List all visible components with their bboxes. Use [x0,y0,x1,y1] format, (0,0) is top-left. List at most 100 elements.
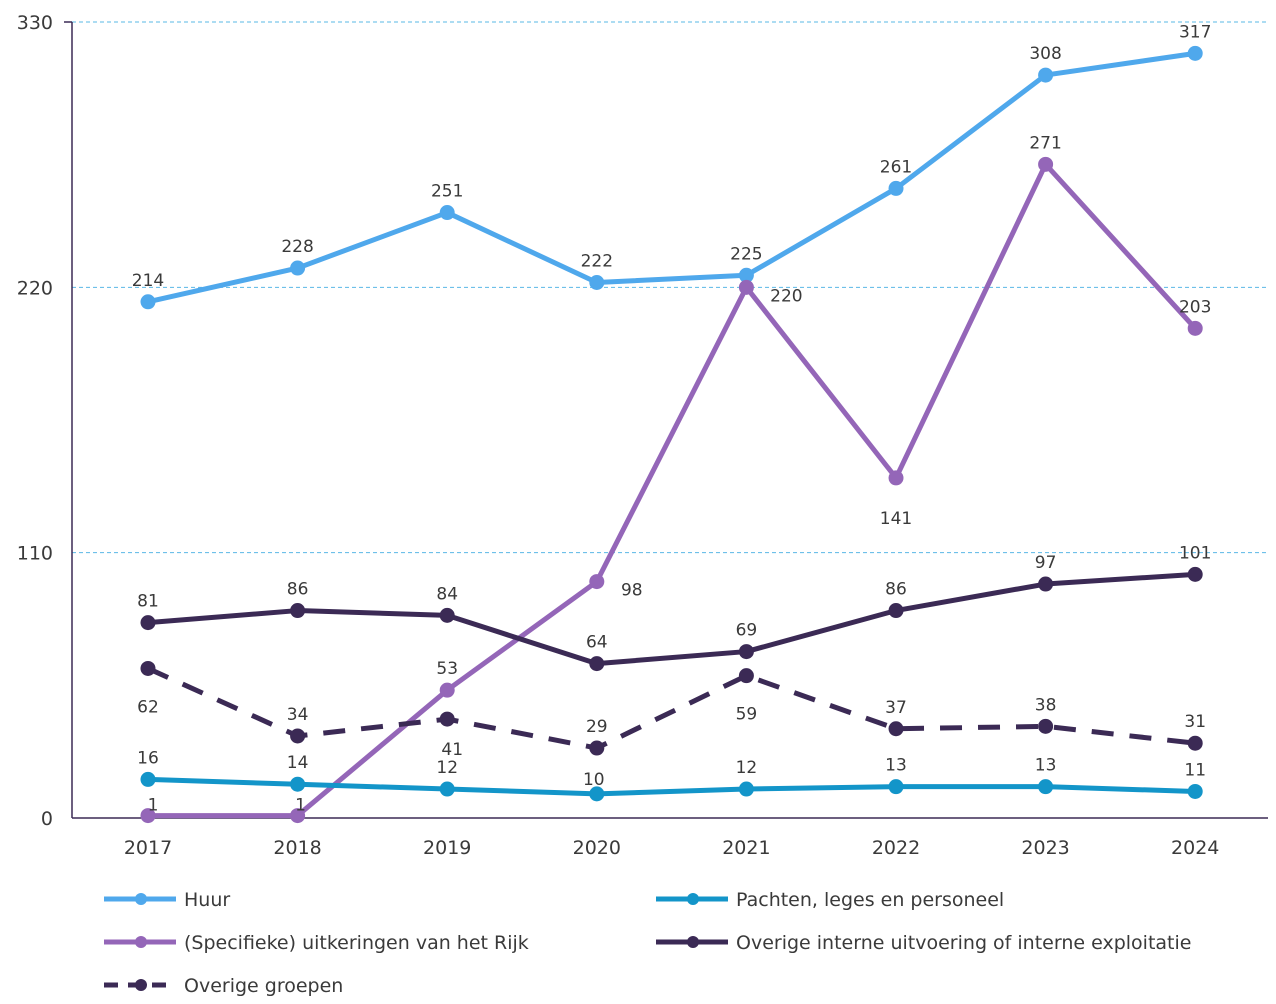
legend-label-2: Overige groepen [184,975,343,997]
data-label-s3-2019: 12 [436,758,458,778]
data-label-s3-2022: 13 [885,756,907,776]
data-label-s2-2018: 34 [287,705,309,725]
data-label-s1-2022: 141 [880,509,912,529]
y-tick-label-330: 330 [17,12,53,34]
data-label-s0-2024: 317 [1179,22,1211,42]
y-tick-label-220: 220 [17,277,53,299]
grid-lines [72,21,1268,554]
data-point-s4-2017 [140,615,156,631]
data-point-s3-2021 [738,781,754,797]
data-point-s4-2024 [1187,566,1203,582]
series-line-0 [145,50,1198,305]
legend-swatch-dot-0 [135,893,147,905]
series-line-3 [145,776,1198,797]
data-point-s1-2023 [1038,156,1054,172]
legend-label-3: Pachten, leges en personeel [736,889,1004,911]
data-label-s3-2023: 13 [1035,756,1057,776]
data-label-s2-2020: 29 [586,717,608,737]
data-point-s2-2022 [888,721,904,737]
data-point-s0-2020 [589,275,605,291]
data-label-s4-2019: 84 [436,584,458,604]
data-label-s0-2021: 225 [730,244,762,264]
data-point-s2-2017 [140,660,156,676]
data-point-s3-2018 [290,776,306,792]
data-point-s2-2018 [290,728,306,744]
data-point-s3-2019 [439,781,455,797]
data-label-s3-2021: 12 [736,758,758,778]
y-tick-label-110: 110 [17,543,53,565]
data-point-s0-2017 [140,294,156,310]
series-points [140,45,1203,824]
legend-swatch-dot-4 [687,936,699,948]
x-tick-label-2018: 2018 [273,837,321,859]
data-label-s3-2024: 11 [1184,760,1206,780]
data-label-s2-2022: 37 [885,698,907,718]
data-label-s4-2022: 86 [885,580,907,600]
x-tick-label-2020: 2020 [573,837,621,859]
data-point-s0-2024 [1187,45,1203,61]
data-point-s0-2018 [290,260,306,276]
data-label-s0-2019: 251 [431,182,463,202]
series-line-1 [145,161,1198,819]
legend-label-0: Huur [184,889,230,911]
data-point-s0-2021 [738,267,754,283]
data-point-s0-2023 [1038,67,1054,83]
data-point-s3-2017 [140,771,156,787]
data-point-s2-2019 [439,711,455,727]
x-tick-label-2019: 2019 [423,837,471,859]
data-label-s4-2017: 81 [137,592,159,612]
data-point-s1-2020 [589,574,605,590]
data-label-s2-2023: 38 [1035,695,1057,715]
data-label-s1-2017: 1 [148,796,159,816]
data-label-s2-2019: 41 [441,740,463,760]
x-tick-label-2024: 2024 [1171,837,1219,859]
data-point-s1-2017 [140,808,156,824]
data-label-s0-2017: 214 [132,271,164,291]
legend-swatch-dot-1 [135,936,147,948]
data-label-s4-2024: 101 [1179,543,1211,563]
data-label-s1-2024: 203 [1179,297,1211,317]
data-label-s1-2018: 1 [295,796,306,816]
data-point-s4-2020 [589,656,605,672]
series-line-2 [146,666,1196,751]
x-tick-label-2017: 2017 [124,837,172,859]
legend: Huur Pachten, leges en personeel (Specifie… [104,889,1191,997]
legend-swatch-dot-2 [135,979,147,991]
data-point-s2-2023 [1038,718,1054,734]
series-lines [145,50,1198,819]
legend-label-4: Overige interne uitvoering of interne ex… [736,932,1191,954]
data-point-s2-2020 [589,740,605,756]
data-point-s4-2019 [439,607,455,623]
x-tick-label-2022: 2022 [872,837,920,859]
data-point-s1-2022 [888,470,904,486]
data-point-s0-2019 [439,205,455,221]
data-point-s4-2021 [738,644,754,660]
x-tick-label-2021: 2021 [722,837,770,859]
data-label-s0-2020: 222 [581,252,613,272]
data-label-s2-2017: 62 [137,697,159,717]
data-point-s1-2018 [290,808,306,824]
data-point-s3-2023 [1038,779,1054,795]
data-point-s2-2024 [1187,735,1203,751]
data-label-s3-2018: 14 [287,753,309,773]
data-point-s1-2021 [738,279,754,295]
data-label-s2-2021: 59 [736,705,758,725]
data-point-s3-2022 [888,779,904,795]
data-point-s3-2024 [1187,783,1203,799]
data-point-s4-2022 [888,603,904,619]
data-point-s0-2022 [888,180,904,196]
data-label-s3-2017: 16 [137,748,159,768]
data-label-s4-2023: 97 [1035,553,1057,573]
data-point-s2-2021 [738,668,754,684]
x-tick-label-2023: 2023 [1021,837,1069,859]
data-label-s1-2019: 53 [436,659,458,679]
data-label-s1-2021: 220 [770,286,802,306]
data-label-s4-2020: 64 [586,633,608,653]
data-label-s1-2020: 98 [621,581,643,601]
data-point-s4-2023 [1038,576,1054,592]
data-label-s0-2018: 228 [281,237,313,257]
data-label-s0-2022: 261 [880,157,912,177]
